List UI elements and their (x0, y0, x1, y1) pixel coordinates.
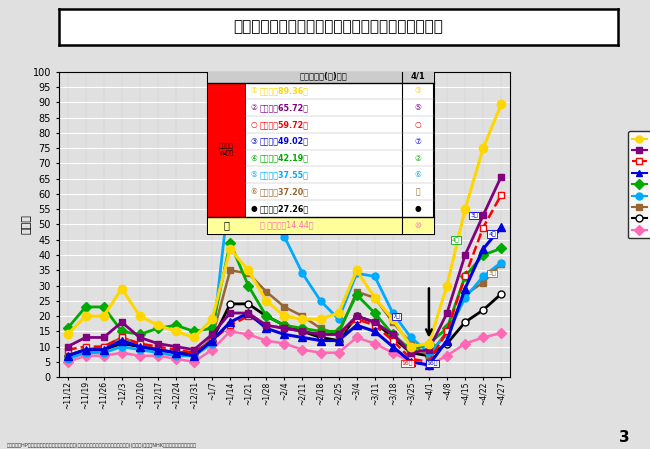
Text: 3位: 3位 (488, 271, 496, 277)
Text: 4/1: 4/1 (411, 71, 426, 80)
Text: 16位: 16位 (427, 361, 438, 366)
Text: 沖縄県：42.19人: 沖縄県：42.19人 (260, 154, 309, 163)
Text: ●: ● (250, 204, 257, 213)
Text: ステージ
Ⅳ相当: ステージ Ⅳ相当 (219, 144, 234, 156)
Text: 直近１週間の人口１０万人当たりの陽性者数の推移: 直近１週間の人口１０万人当たりの陽性者数の推移 (233, 19, 443, 35)
Legend: 大阪府, 兵庫県, □奈良市, △奈良県, ◆沖縄県, ●東京都, 京都府, ○全　国, ◆千葉県: 大阪府, 兵庫県, □奈良市, △奈良県, ◆沖縄県, ●東京都, 京都府, ○… (629, 131, 650, 238)
FancyBboxPatch shape (209, 69, 434, 233)
Text: ④: ④ (250, 154, 257, 163)
Text: 16位: 16位 (402, 361, 413, 366)
Text: ①: ① (250, 86, 257, 96)
FancyBboxPatch shape (209, 217, 434, 233)
Text: ⑮: ⑮ (416, 187, 421, 196)
Text: 3位: 3位 (470, 213, 478, 218)
Text: ③: ③ (415, 86, 422, 96)
Text: ㉕ 千葉県：14.44人: ㉕ 千葉県：14.44人 (260, 221, 313, 230)
Text: ⑤: ⑤ (250, 170, 257, 180)
Text: ⑦: ⑦ (415, 137, 422, 146)
Text: ②: ② (415, 154, 422, 163)
Text: ⑩: ⑩ (415, 221, 422, 230)
Text: 大阪府：89.36人: 大阪府：89.36人 (260, 86, 309, 96)
Text: 4位: 4位 (488, 231, 496, 237)
Text: 全　国：27.26人: 全 国：27.26人 (260, 204, 309, 213)
Text: ○: ○ (415, 120, 421, 129)
Text: 東京都：37.55人: 東京都：37.55人 (260, 170, 309, 180)
Text: ⑥: ⑥ (415, 170, 422, 180)
Text: ⑤: ⑤ (415, 103, 422, 112)
Text: 3: 3 (619, 430, 629, 445)
Text: ③: ③ (250, 137, 257, 146)
Text: 厚生労働省HP「都道府県の医療提供体制等の状況(医療提供体制・監視体制・感染の状況)(６指標)」及びNHK特設サイトなどから引用: 厚生労働省HP「都道府県の医療提供体制等の状況(医療提供体制・監視体制・感染の状… (6, 443, 196, 448)
Text: 奈良市：59.72人: 奈良市：59.72人 (260, 120, 309, 129)
Text: 奈良県：49.02人: 奈良県：49.02人 (260, 137, 309, 146)
Text: 京都府：37.20人: 京都府：37.20人 (260, 187, 309, 196)
Text: 兵庫県：65.72人: 兵庫県：65.72人 (260, 103, 309, 112)
Text: ⑥: ⑥ (250, 187, 257, 196)
FancyBboxPatch shape (209, 83, 244, 217)
Text: －: － (224, 220, 229, 230)
Text: ●: ● (415, 204, 421, 213)
Text: ②: ② (250, 103, 257, 112)
Text: ４月２７日(火)時点: ４月２７日(火)時点 (300, 71, 347, 80)
Text: 4位: 4位 (452, 237, 460, 243)
FancyBboxPatch shape (209, 69, 434, 83)
Text: ○: ○ (250, 120, 257, 129)
Y-axis label: （人）: （人） (21, 215, 31, 234)
Text: 7位: 7位 (393, 313, 400, 319)
